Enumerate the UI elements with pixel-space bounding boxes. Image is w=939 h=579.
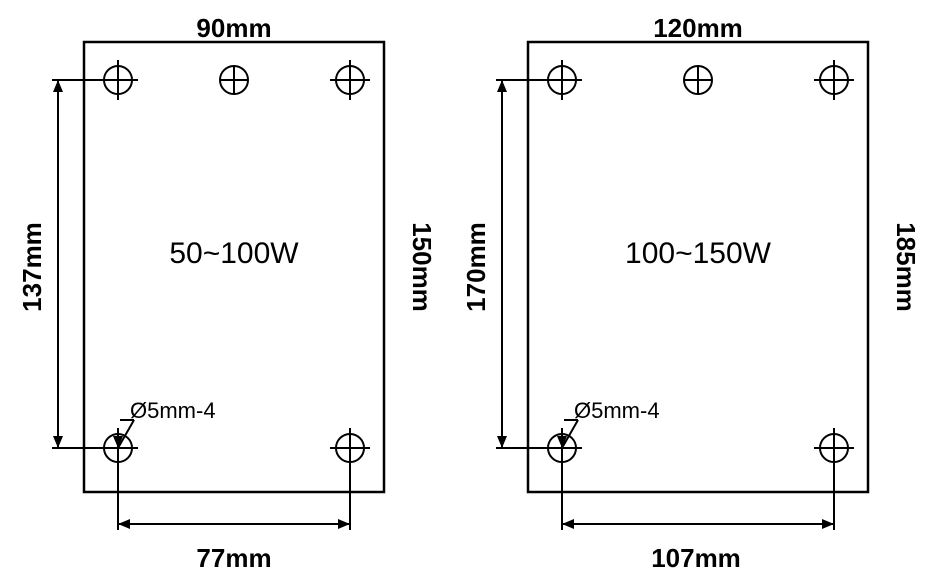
panel-a: 50~100W 90mm 150mm 137mm 77mm Ø5mm-4 — [17, 13, 437, 573]
wattage-label: 100~150W — [625, 237, 772, 270]
hole-callout: Ø5mm-4 — [113, 398, 216, 448]
mounting-hole-icon — [330, 60, 370, 100]
panel-b: 100~150W 120mm 185mm 170mm 107mm Ø5mm-4 — [461, 13, 921, 573]
height-dimension: 150mm — [407, 222, 437, 312]
screw-head-icon — [220, 66, 248, 94]
screw-head-icon — [684, 66, 712, 94]
vertical-hole-pitch-dimension: 170mm — [461, 80, 548, 448]
svg-text:77mm: 77mm — [196, 543, 271, 573]
svg-text:107mm: 107mm — [651, 543, 741, 573]
hole-callout: Ø5mm-4 — [557, 398, 660, 448]
mounting-hole-icon — [814, 60, 854, 100]
height-dimension: 185mm — [891, 222, 921, 312]
svg-text:Ø5mm-4: Ø5mm-4 — [130, 398, 216, 423]
width-dimension: 90mm — [196, 13, 271, 43]
vertical-hole-pitch-dimension: 137mm — [17, 80, 104, 448]
wattage-label: 50~100W — [169, 237, 299, 270]
horizontal-hole-pitch-dimension: 107mm — [562, 462, 834, 573]
horizontal-hole-pitch-dimension: 77mm — [118, 462, 350, 573]
width-dimension: 120mm — [653, 13, 743, 43]
svg-text:137mm: 137mm — [17, 222, 47, 312]
svg-text:Ø5mm-4: Ø5mm-4 — [574, 398, 660, 423]
svg-text:170mm: 170mm — [461, 222, 491, 312]
